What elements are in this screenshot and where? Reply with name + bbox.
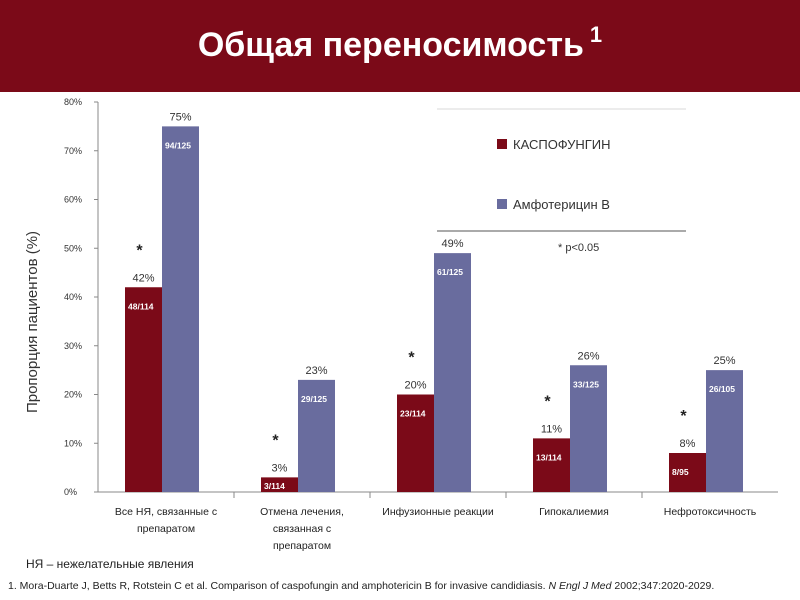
y-tick-label: 20% [64,390,82,400]
significance-marker: * [408,350,415,367]
x-category-label: препаратом [137,523,195,535]
value-label-caspofungin: 8% [680,438,696,450]
y-axis-title: Пропорция пациентов (%) [24,231,41,413]
value-label-caspofungin: 11% [541,423,562,435]
significance-note: * p<0.05 [558,242,599,254]
x-category-label: связанная с [273,523,331,535]
count-label-caspofungin: 48/114 [128,301,154,311]
count-label-caspofungin: 8/95 [672,467,689,477]
value-label-caspofungin: 20% [404,380,426,392]
count-label-caspofungin: 3/114 [264,481,285,491]
significance-marker: * [544,393,551,410]
significance-marker: * [272,432,279,449]
footnote-journal: N Engl J Med [548,580,612,592]
count-label-amphotericin: 33/125 [573,379,599,389]
count-label-amphotericin: 26/105 [709,384,735,394]
significance-marker: * [136,242,143,259]
slide-title: Общая переносимость 1 [0,22,800,65]
y-tick-label: 0% [64,487,77,497]
bar-amphotericin [298,379,335,492]
bar-amphotericin [706,370,743,492]
footnote-citation: 2002;347:2020-2029. [614,580,715,592]
value-label-amphotericin: 75% [169,111,191,123]
bar-caspofungin [397,394,434,492]
y-tick-label: 50% [64,243,82,253]
bar-amphotericin [434,253,471,492]
reference-footnote: 1. Mora-Duarte J, Betts R, Rotstein C et… [8,580,714,592]
value-label-amphotericin: 23% [305,365,327,377]
title-footnote-marker: 1 [589,22,603,47]
y-tick-label: 70% [64,146,82,156]
title-banner: Общая переносимость 1 [0,0,800,92]
x-category-label: Все НЯ, связанные с [115,506,217,518]
count-label-amphotericin: 61/125 [437,267,463,277]
count-label-caspofungin: 13/114 [536,452,562,462]
y-tick-label: 10% [64,438,82,448]
significance-marker: * [680,408,687,425]
value-label-caspofungin: 3% [272,462,288,474]
legend-label-amphotericin: Амфотерицин В [513,197,610,212]
x-category-label: препаратом [273,540,331,552]
value-label-amphotericin: 25% [713,355,735,367]
footnote-text: 1. Mora-Duarte J, Betts R, Rotstein C et… [8,580,546,592]
bar-caspofungin [261,477,298,492]
count-label-amphotericin: 29/125 [301,394,327,404]
legend-swatch-caspofungin [497,139,507,149]
legend-swatch-amphotericin [497,199,507,209]
x-category-label: Отмена лечения, [260,506,344,518]
x-category-label: Гипокалиемия [539,506,609,518]
y-tick-label: 80% [64,97,82,107]
legend-label-caspofungin: КАСПОФУНГИН [513,137,611,152]
bar-caspofungin [669,453,706,492]
slide-title-text: Общая переносимость [197,26,584,64]
bar-caspofungin [125,287,162,492]
bar-amphotericin [162,126,199,492]
y-tick-label: 40% [64,292,82,302]
value-label-amphotericin: 26% [577,350,599,362]
y-tick-label: 30% [64,341,82,351]
x-category-label: Нефротоксичность [664,506,757,518]
abbreviation-note: НЯ – нежелательные явления [26,557,194,571]
bar-caspofungin [533,438,570,492]
count-label-amphotericin: 94/125 [165,140,191,150]
count-label-caspofungin: 23/114 [400,409,426,419]
value-label-amphotericin: 49% [441,238,463,250]
x-category-label: Инфузионные реакции [382,506,494,518]
y-tick-label: 60% [64,195,82,205]
value-label-caspofungin: 42% [132,272,154,284]
bar-amphotericin [570,365,607,492]
